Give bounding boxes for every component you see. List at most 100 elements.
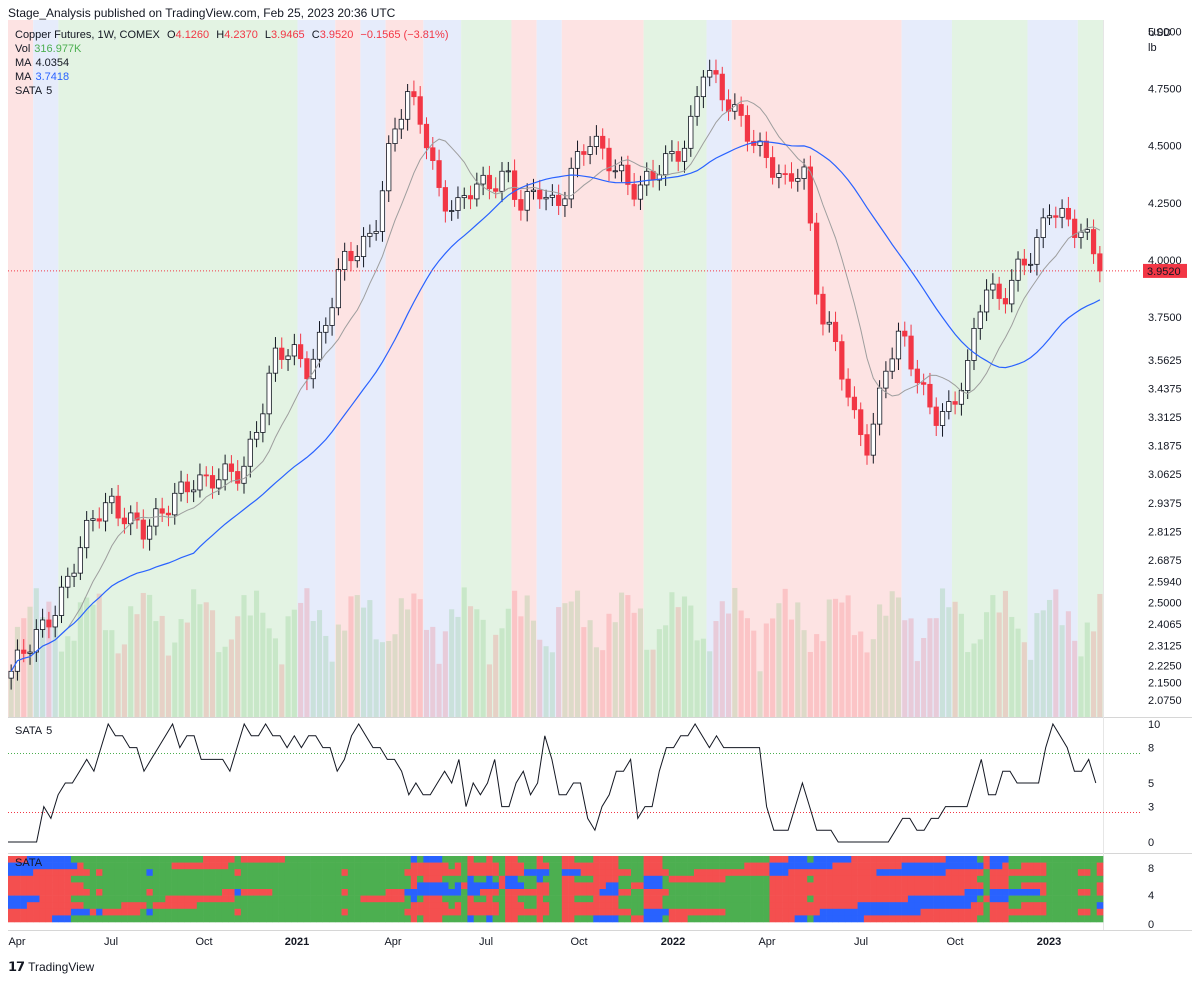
heatmap-cell [826,882,833,890]
heatmap-cell [958,902,965,910]
heatmap-cell [310,875,317,883]
volume-bar [807,651,813,717]
legend-sata: SATA 5 [15,85,56,97]
heatmap-cell [190,908,198,916]
heatmap-cell [83,862,91,870]
heatmap-cell [442,889,449,896]
heatmap-cell [96,875,103,883]
heatmap-cell [247,875,254,883]
sata-pane-legend: SATA 5 [15,725,56,737]
heatmap-cell [133,882,141,890]
heatmap-cell [159,908,166,916]
heatmap-cell [870,869,877,877]
heatmap-cell [278,915,286,923]
heatmap-cell [366,875,374,883]
heatmap-cell [89,902,97,910]
heatmap-cell [1077,902,1085,910]
heatmap-cell [561,856,569,863]
candle-body [84,519,90,549]
heatmap-cell [775,862,783,870]
volume-bar [417,599,423,717]
heatmap-cell [171,889,179,896]
heatmap-cell [599,915,607,923]
legend-open-label: O [166,29,176,41]
heatmap-cell [159,889,166,896]
heatmap-cell [530,902,537,910]
heatmap-cell [700,875,707,883]
heatmap-cell [926,902,934,910]
heatmap-cell [196,882,204,890]
heatmap-cell [1077,915,1085,923]
heatmap-cell [668,875,676,883]
heatmap-cell [889,908,896,916]
heatmap-cell [738,862,745,870]
heatmap-cell [857,856,865,863]
heatmap-cell [574,908,581,916]
heatmap-cell [945,869,953,877]
heatmap-cell [14,902,21,910]
heatmap-cell [914,882,921,890]
heatmap-cell [826,862,833,870]
heatmap-cell [882,869,890,877]
heatmap-cell [517,875,525,883]
volume-bar [1002,590,1009,717]
candle-body [663,153,669,176]
heatmap-cell [89,882,97,890]
heatmap-cell [844,875,852,883]
legend-symbol: Copper Futures, 1W, COMEX [15,29,160,41]
candle-body [549,194,555,198]
heatmap-cell [253,875,261,883]
candle-body [832,321,839,343]
heatmap-cell [335,895,342,903]
heatmap-cell [895,856,902,863]
heatmap-cell [895,889,902,896]
heatmap-cell [756,915,764,923]
heatmap-cell [524,869,531,877]
heatmap-cell [505,882,512,890]
heatmap-cell [221,902,229,910]
heatmap-cell [121,908,128,916]
volume-bar [58,651,65,717]
heatmap-cell [977,882,984,890]
heatmap-cell [870,856,877,863]
heatmap-cell [826,915,833,923]
heatmap-cell [958,869,965,877]
candle-body [90,518,96,521]
heatmap-cell [756,902,764,910]
stage-band-11 [561,20,644,717]
heatmap-cell [631,875,638,883]
heatmap-cell [64,869,72,877]
heatmap-cell [133,908,141,916]
heatmap-cell [851,915,858,923]
heatmap-cell [473,908,481,916]
heatmap-cell [763,856,770,863]
heatmap-cell [813,869,821,877]
heatmap-cell [725,889,733,896]
heatmap-cell [70,889,78,896]
heatmap-cell [889,889,896,896]
heatmap-cell [951,882,959,890]
heatmap-cell [1084,856,1091,863]
heatmap-cell [284,895,292,903]
heatmap-cell [272,895,279,903]
heatmap-cell [310,895,317,903]
heatmap-cell [498,908,506,916]
heatmap-cell [221,889,229,896]
heatmap-cell [788,889,795,896]
candle-body [845,378,851,398]
heatmap-cell [215,869,223,877]
candle-body [883,370,889,389]
heatmap-cell [1027,856,1035,863]
candle-body [958,390,965,405]
heatmap-cell [328,889,336,896]
volume-bar [581,627,587,717]
heatmap-cell [876,862,884,870]
heatmap-cell [297,895,305,903]
heatmap-cell [738,915,745,923]
volume-bar [751,630,757,717]
heatmap-cell [1008,875,1016,883]
heatmap-cell [83,902,91,910]
candle-body [417,96,423,125]
heatmap-cell [819,915,827,923]
